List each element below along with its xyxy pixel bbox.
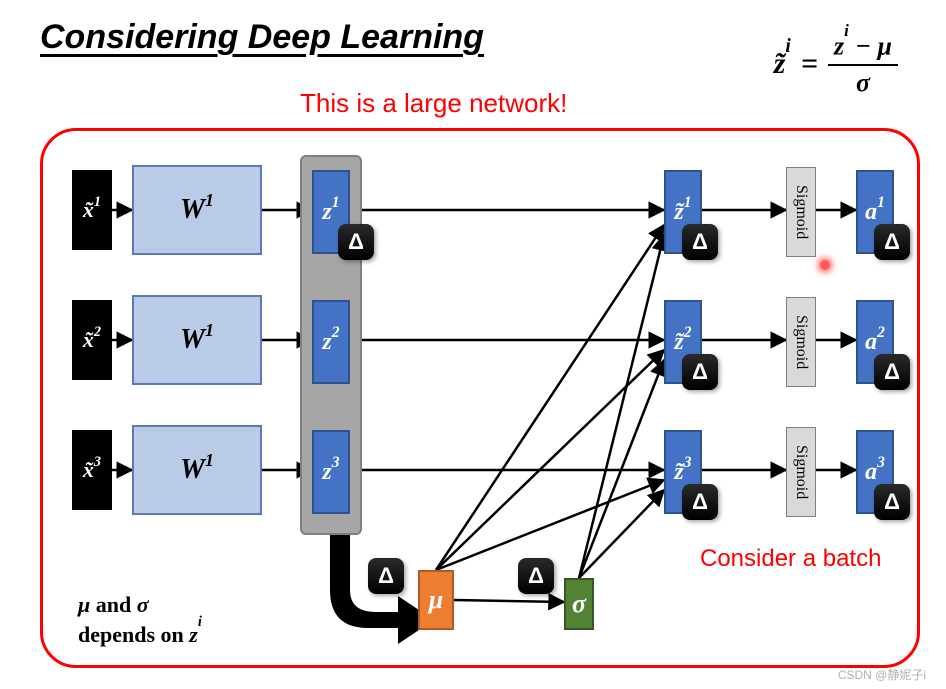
formula-eq: = xyxy=(801,47,818,81)
delta-badge-3: Δ xyxy=(874,224,910,260)
formula-fraction: zi − μ σ xyxy=(828,30,898,98)
sigmoid-box-1: Sigmoid xyxy=(786,167,816,257)
z-box-3: z3 xyxy=(312,430,350,514)
footer-note: μ and σdepends on zi xyxy=(78,590,202,649)
delta-badge-4: Δ xyxy=(682,354,718,390)
delta-badge-7: Δ xyxy=(874,484,910,520)
weight-box-1: W1 xyxy=(132,165,262,255)
watermark: CSDN @静妮子i xyxy=(838,666,926,683)
subtitle-text: This is a large network! xyxy=(300,88,567,119)
formula-numerator: zi − μ xyxy=(828,30,898,66)
mu-box: μ xyxy=(418,570,454,630)
x-input-2: x̃2 xyxy=(72,300,112,380)
x-input-3: x̃3 xyxy=(72,430,112,510)
batch-note: Consider a batch xyxy=(700,545,881,573)
formula-denominator: σ xyxy=(856,66,870,98)
delta-badge-2: Δ xyxy=(682,224,718,260)
delta-badge-5: Δ xyxy=(874,354,910,390)
z-box-2: z2 xyxy=(312,300,350,384)
delta-badge-9: Δ xyxy=(518,558,554,594)
delta-badge-8: Δ xyxy=(368,558,404,594)
pointer-dot xyxy=(820,260,830,270)
delta-badge-6: Δ xyxy=(682,484,718,520)
normalization-formula: z̃i = zi − μ σ xyxy=(774,30,898,98)
sigma-box: σ xyxy=(564,578,594,630)
delta-badge-1: Δ xyxy=(338,224,374,260)
page-title: Considering Deep Learning xyxy=(40,18,484,57)
formula-lhs: z̃i xyxy=(774,46,791,81)
sigmoid-box-3: Sigmoid xyxy=(786,427,816,517)
x-input-1: x̃1 xyxy=(72,170,112,250)
weight-box-2: W1 xyxy=(132,295,262,385)
weight-box-3: W1 xyxy=(132,425,262,515)
sigmoid-box-2: Sigmoid xyxy=(786,297,816,387)
